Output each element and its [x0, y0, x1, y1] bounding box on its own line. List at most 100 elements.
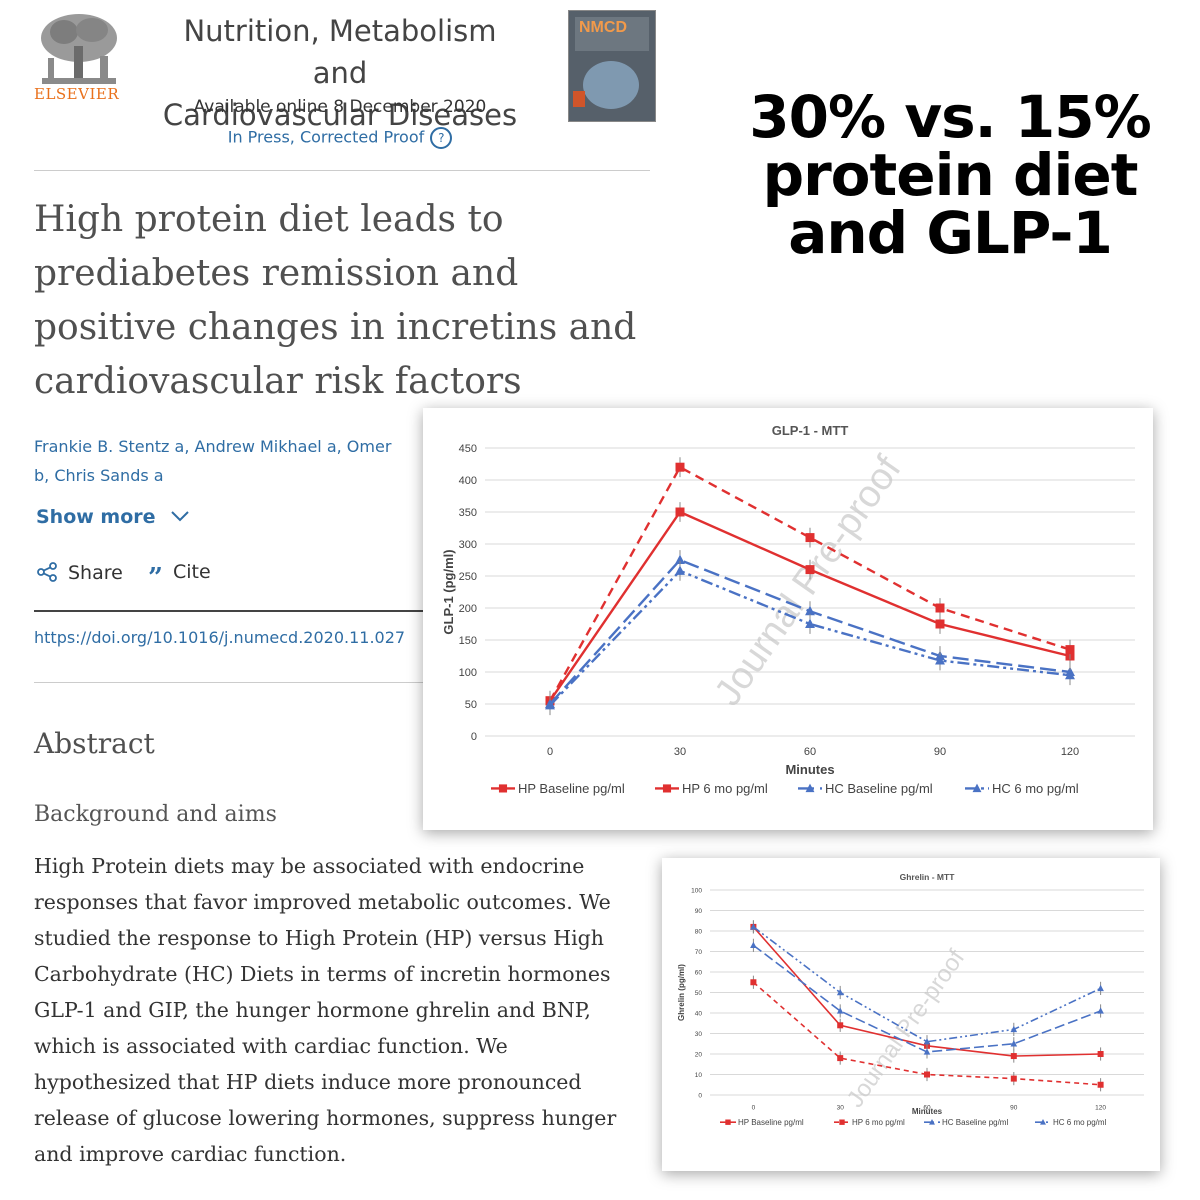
- x-tick-label: 60: [804, 746, 816, 758]
- legend-label: HP Baseline pg/ml: [738, 1118, 804, 1127]
- ghrelin-chart: Ghrelin - MTT 0 10 20 30 40 50 60 70 80 90 100 0 30 60…: [677, 872, 1144, 1127]
- background-aims-heading: Background and aims: [34, 802, 277, 827]
- data-point: [935, 655, 945, 665]
- glp1-chart: GLP-1 - MTT 0 50 100 150 200 250 300 350 400 450 0 3…: [441, 423, 1135, 796]
- y-tick-label: 250: [459, 571, 477, 583]
- section-divider: [34, 610, 424, 612]
- share-icon: [37, 562, 57, 582]
- series-line: [548, 465, 1071, 702]
- abstract-line: High Protein diets may be associated wit…: [34, 854, 585, 878]
- x-tick-label: 120: [1095, 1105, 1106, 1112]
- data-point: [836, 988, 844, 996]
- title-line: cardiovascular risk factors: [34, 361, 522, 402]
- y-tick-label: 40: [695, 1010, 703, 1017]
- header-divider: [34, 170, 650, 171]
- authors-line2[interactable]: b, Chris Sands a: [34, 466, 164, 485]
- y-tick-label: 350: [459, 507, 477, 519]
- x-tick-label: 60: [923, 1105, 931, 1112]
- headline-line: and GLP-1: [788, 199, 1113, 267]
- y-tick-label: 70: [695, 949, 703, 956]
- share-label: Share: [68, 562, 123, 584]
- abstract-line: which is associated with cardiac functio…: [34, 1034, 508, 1058]
- show-more-button[interactable]: Show more: [36, 506, 190, 528]
- authors-line1[interactable]: Frankie B. Stentz a, Andrew Mikhael a, O…: [34, 437, 392, 456]
- abstract-line: hypothesized that HP diets induce more p…: [34, 1070, 582, 1094]
- abstract-line: responses that favor improved metabolic …: [34, 890, 611, 914]
- y-axis-label: GLP-1 (pg/ml): [441, 549, 456, 634]
- chart-title: Ghrelin - MTT: [900, 872, 956, 882]
- y-axis-label: Ghrelin (pg/ml): [677, 964, 686, 1021]
- x-tick-label: 120: [1061, 746, 1079, 758]
- data-point: [1097, 984, 1104, 992]
- journal-name-line1: Nutrition, Metabolism and: [183, 14, 497, 90]
- series-line: [752, 981, 1101, 1086]
- y-tick-label: 100: [691, 887, 702, 894]
- y-tick-label: 90: [695, 908, 703, 915]
- x-tick-label: 90: [1010, 1105, 1018, 1112]
- data-point: [1097, 1081, 1104, 1088]
- data-point: [836, 1007, 844, 1014]
- abstract-heading: Abstract: [34, 727, 155, 760]
- glp1-chart-panel: GLP-1 - MTT 0 50 100 150 200 250 300 350 400 450 0 3…: [423, 408, 1153, 830]
- watermark-text: Journal Pre-proof: [707, 448, 910, 713]
- legend-label: HP 6 mo pg/ml: [682, 781, 768, 796]
- y-tick-label: 200: [459, 603, 477, 615]
- elsevier-logo[interactable]: [34, 10, 124, 110]
- article-status[interactable]: In Press, Corrected Proof?: [160, 127, 520, 149]
- headline-line: 30% vs. 15%: [749, 83, 1151, 151]
- x-tick-label: 0: [752, 1105, 756, 1112]
- doi-link[interactable]: https://doi.org/10.1016/j.numecd.2020.11…: [34, 628, 406, 647]
- abstract-line: release of glucose lowering hormones, su…: [34, 1106, 617, 1130]
- status-label: In Press, Corrected Proof: [227, 127, 425, 147]
- show-more-label: Show more: [36, 506, 156, 528]
- data-point: [1010, 1075, 1017, 1082]
- y-tick-label: 20: [695, 1051, 703, 1058]
- cite-button[interactable]: ” Cite: [148, 561, 211, 593]
- legend-marker: [805, 783, 815, 793]
- journal-cover[interactable]: NMCD: [568, 10, 656, 122]
- legend-marker: [498, 784, 508, 793]
- data-point: [837, 1022, 844, 1029]
- journal-name[interactable]: Nutrition, Metabolism and Cardiovascular…: [160, 10, 520, 136]
- y-tick-label: 450: [459, 443, 477, 455]
- journal-name-line2: Cardiovascular Diseases: [162, 98, 518, 132]
- y-tick-label: 0: [471, 731, 477, 743]
- legend-label: HC 6 mo pg/ml: [992, 781, 1079, 796]
- data-point: [805, 605, 815, 616]
- legend-label: HP Baseline pg/ml: [518, 781, 625, 796]
- share-button[interactable]: Share: [36, 561, 123, 584]
- data-point: [1010, 1040, 1018, 1047]
- author-list[interactable]: Frankie B. Stentz a, Andrew Mikhael a, O…: [34, 432, 424, 490]
- y-tick-label: 300: [459, 539, 477, 551]
- data-point: [1065, 669, 1075, 680]
- y-tick-label: 0: [698, 1092, 702, 1099]
- legend-marker: [662, 784, 672, 793]
- data-point: [1065, 645, 1075, 655]
- cover-label: NMCD: [579, 19, 627, 36]
- abstract-line: and improve cardiac function.: [34, 1142, 347, 1166]
- data-point: [675, 507, 685, 517]
- article-title: High protein diet leads to prediabetes r…: [34, 193, 654, 409]
- available-online: Available online 8 December 2020: [193, 97, 487, 117]
- abstract-line: Carbohydrate (HC) Diets in terms of incr…: [34, 962, 611, 986]
- headline-overlay: 30% vs. 15% protein diet and GLP-1: [740, 88, 1160, 262]
- legend-marker: [1040, 1118, 1046, 1125]
- watermark-text: Journal Pre-proof: [842, 945, 971, 1113]
- data-point: [923, 1038, 931, 1045]
- data-point: [924, 1071, 930, 1078]
- y-tick-label: 50: [695, 990, 703, 997]
- y-tick-label: 150: [459, 635, 477, 647]
- legend-label: HP 6 mo pg/ml: [852, 1118, 905, 1127]
- x-axis-label: Minutes: [785, 762, 834, 777]
- quote-icon: ”: [148, 563, 163, 593]
- data-point: [750, 979, 757, 986]
- help-icon[interactable]: ?: [430, 127, 453, 149]
- title-line: High protein diet leads to: [34, 199, 504, 240]
- data-point: [805, 533, 815, 543]
- y-tick-label: 50: [465, 699, 477, 711]
- legend-label: HC Baseline pg/ml: [825, 781, 933, 796]
- chevron-down-icon: [171, 511, 189, 522]
- legend-label: HC Baseline pg/ml: [942, 1118, 1008, 1127]
- data-point: [837, 1055, 844, 1062]
- data-point: [750, 923, 757, 930]
